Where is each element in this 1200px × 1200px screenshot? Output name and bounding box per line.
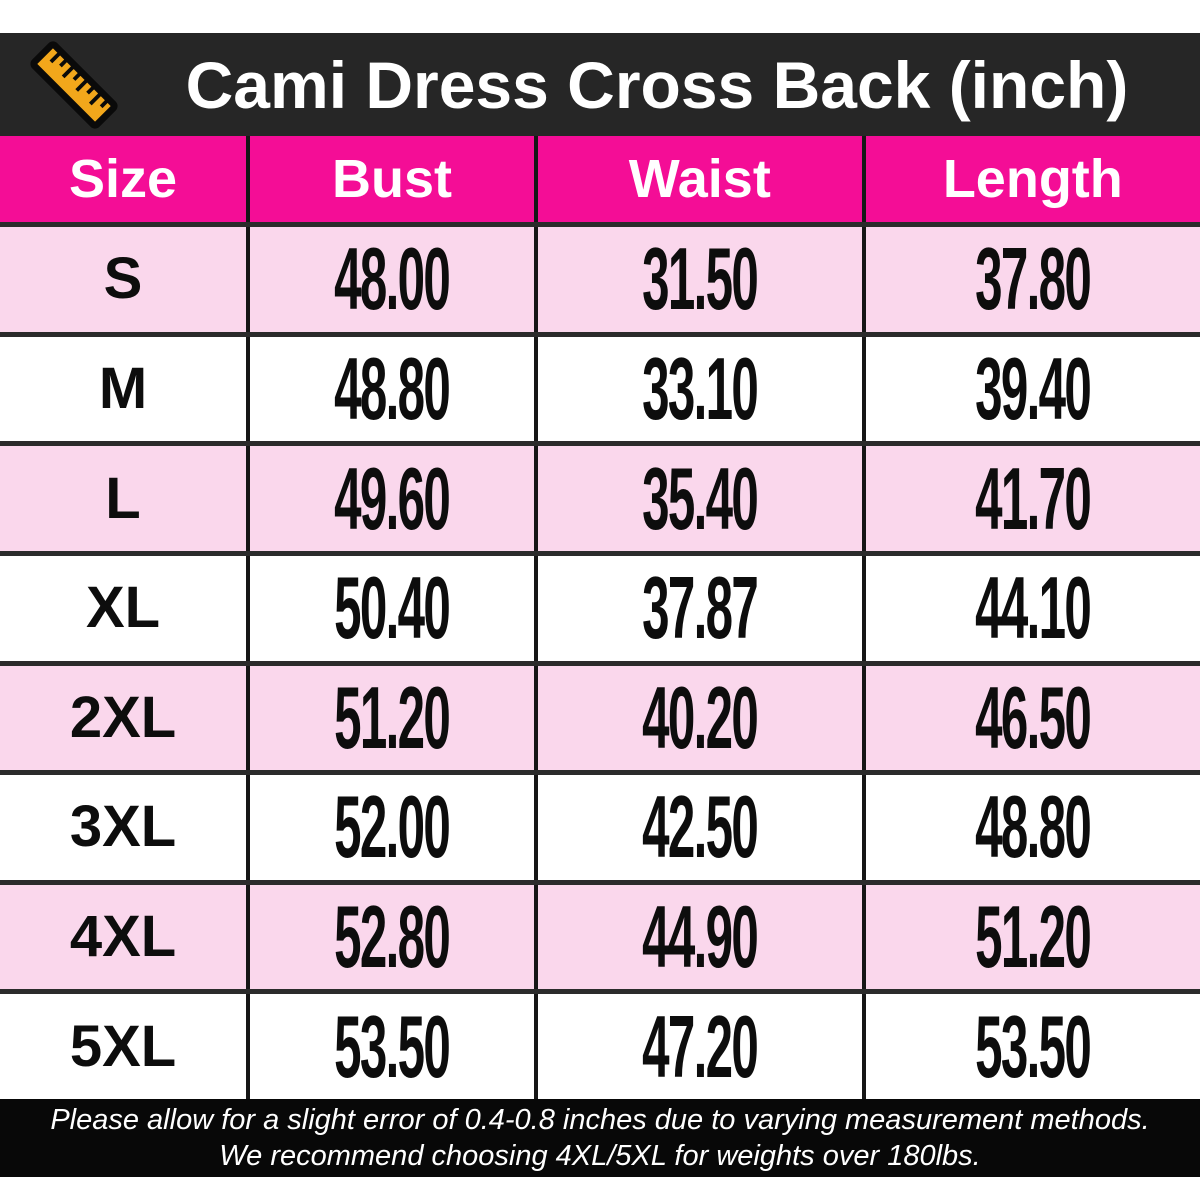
size-value: 3XL <box>69 794 177 860</box>
length-value: 53.50 <box>975 996 1092 1096</box>
waist-value: 40.20 <box>642 667 759 767</box>
column-header-size: Size <box>68 149 178 209</box>
column-header-bust: Bust <box>246 136 534 222</box>
bottom-margin <box>0 1177 1200 1200</box>
table-row-4xl: 4XL 52.80 44.90 51.20 <box>0 879 1200 990</box>
bust-value: 49.60 <box>334 448 452 548</box>
column-header-length: Length <box>861 136 1200 222</box>
size-value: L <box>105 465 141 531</box>
footer-note-line1: Please allow for a slight error of 0.4-0… <box>50 1104 1150 1136</box>
table-row-xl: XL 50.40 37.87 44.10 <box>0 550 1200 661</box>
table-header-row: Size Bust Waist Length <box>0 136 1200 222</box>
bust-value: 48.80 <box>334 338 452 438</box>
footer-note-line2: We recommend choosing 4XL/5XL for weight… <box>219 1140 981 1172</box>
length-value: 46.50 <box>975 667 1092 767</box>
bust-value: 51.20 <box>334 667 452 767</box>
length-value: 51.20 <box>975 887 1092 987</box>
bust-value: 53.50 <box>334 996 452 1096</box>
length-value: 48.80 <box>975 777 1092 877</box>
size-value: S <box>103 246 143 312</box>
length-value: 44.10 <box>975 558 1092 658</box>
column-header-waist: Waist <box>534 136 862 222</box>
length-value: 37.80 <box>975 229 1092 329</box>
bust-value: 52.00 <box>334 777 452 877</box>
length-value: 39.40 <box>975 338 1092 438</box>
bust-value: 52.80 <box>334 887 452 987</box>
size-value: 4XL <box>69 904 177 970</box>
size-table: Size Bust Waist Length S 48.00 31.50 37.… <box>0 136 1200 1099</box>
table-row-l: L 49.60 35.40 41.70 <box>0 441 1200 551</box>
table-row-2xl: 2XL 51.20 40.20 46.50 <box>0 660 1200 771</box>
table-row-3xl: 3XL 52.00 42.50 48.80 <box>0 770 1200 880</box>
waist-value: 33.10 <box>642 338 759 438</box>
title-bar: Cami Dress Cross Back (inch) <box>0 33 1200 136</box>
size-value: 5XL <box>69 1013 177 1079</box>
top-margin <box>0 0 1200 33</box>
size-value: 2XL <box>69 684 177 750</box>
ruler-icon <box>24 35 124 135</box>
waist-value: 42.50 <box>642 777 759 877</box>
table-row-5xl: 5XL 53.50 47.20 53.50 <box>0 989 1200 1099</box>
size-value: XL <box>85 575 161 641</box>
table-row-s: S 48.00 31.50 37.80 <box>0 222 1200 332</box>
length-value: 41.70 <box>975 448 1092 548</box>
page-title: Cami Dress Cross Back (inch) <box>185 47 1129 122</box>
waist-value: 35.40 <box>642 448 759 548</box>
waist-value: 44.90 <box>642 887 759 987</box>
footer-note: Please allow for a slight error of 0.4-0… <box>0 1099 1200 1177</box>
waist-value: 31.50 <box>642 229 759 329</box>
waist-value: 47.20 <box>642 996 759 1096</box>
waist-value: 37.87 <box>642 558 759 658</box>
bust-value: 48.00 <box>334 229 452 329</box>
bust-value: 50.40 <box>334 558 452 658</box>
size-value: M <box>98 355 148 421</box>
table-row-m: M 48.80 33.10 39.40 <box>0 331 1200 442</box>
